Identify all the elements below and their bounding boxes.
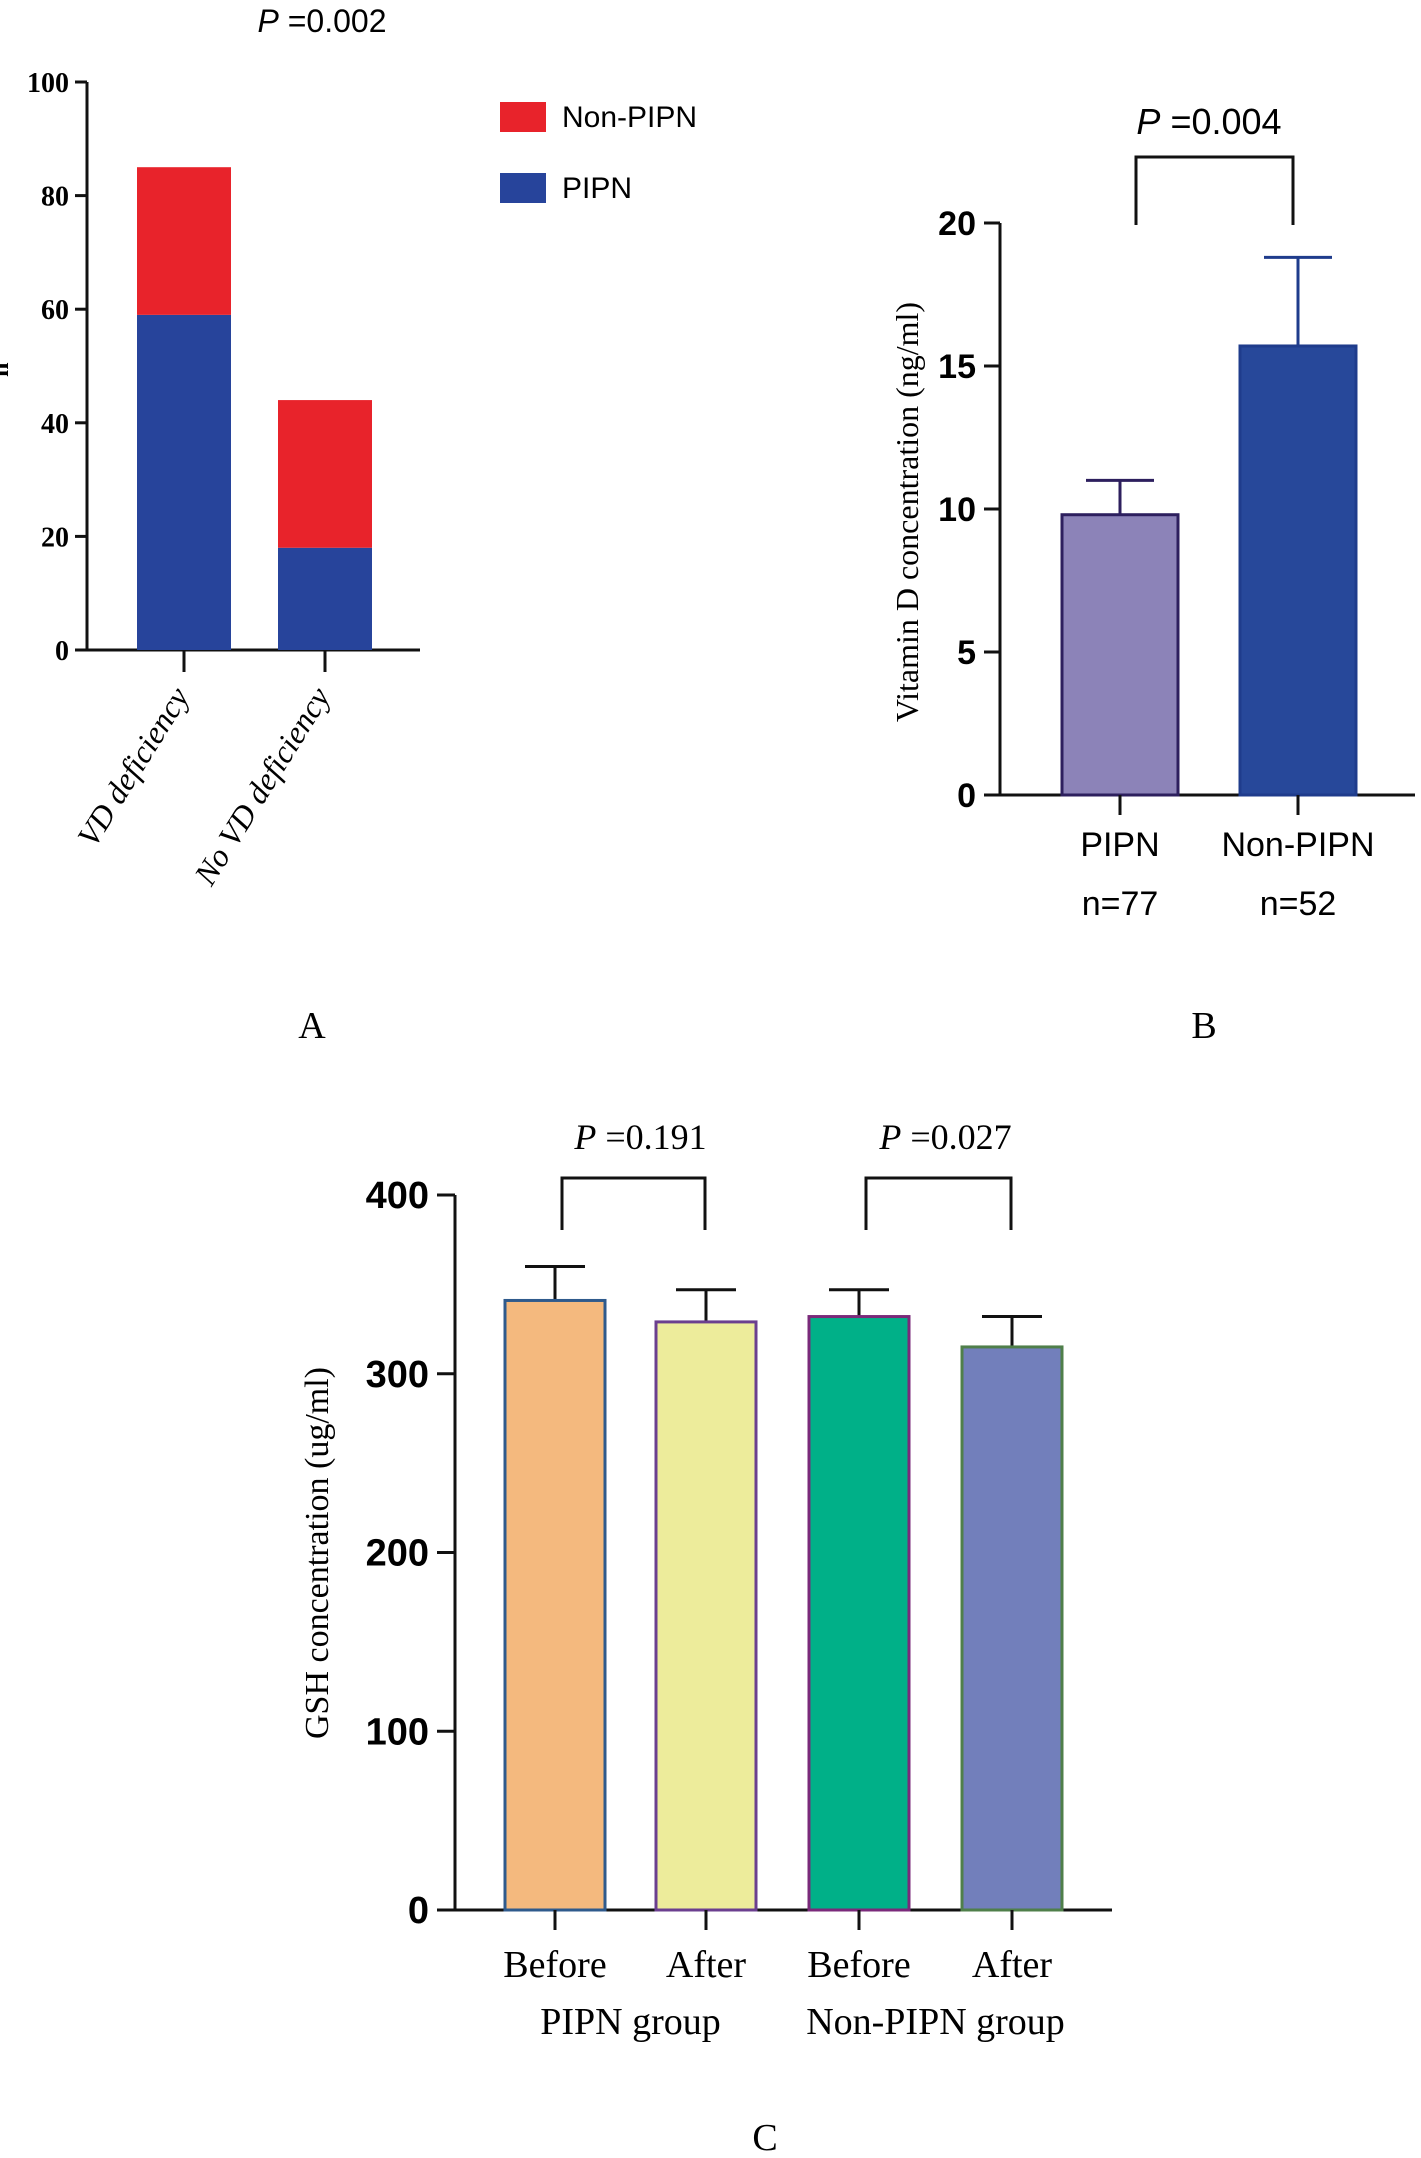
panel-a-y-tick-label: 40	[41, 409, 69, 440]
panel-a-legend-swatch	[500, 173, 546, 203]
panel-c-bar-after	[654, 1320, 758, 1912]
panel-c-bar-after	[960, 1345, 1064, 1912]
panel-c-y-tick-label: 200	[366, 1533, 429, 1575]
panel-c-group-label: PIPN group	[540, 2001, 721, 2043]
panel-a-x-tick-label: VD deficiency	[70, 680, 197, 853]
panel-c-significance-bracket	[560, 1176, 707, 1230]
panel-c-significance-label-p: P	[573, 1117, 596, 1157]
panel-c-significance-label-value: =0.191	[596, 1117, 706, 1157]
panel-a-y-tick-label: 60	[41, 295, 69, 326]
panel-b-significance-bracket	[1134, 155, 1295, 225]
panel-a-title: P =0.002	[258, 3, 387, 39]
panel-b-bar-pipn	[1060, 513, 1180, 797]
panel-a-legend-label: PIPN	[562, 172, 632, 205]
panel-label-a: A	[298, 1005, 326, 1047]
panel-c-x-tick-label: After	[972, 1944, 1053, 1986]
panel-a-y-tick-label: 0	[55, 636, 69, 667]
panel-c-x-tick-label: Before	[503, 1944, 606, 1986]
panel-a-y-tick-label: 100	[27, 68, 69, 99]
panel-a-bar-non-pipn	[137, 167, 231, 315]
panel-a-legend-swatch	[500, 102, 546, 132]
panel-b-x-tick-label: Non-PIPN	[1221, 826, 1374, 864]
panel-c-bar-before	[807, 1315, 911, 1912]
panel-b-y-tick-label: 0	[957, 777, 976, 815]
panel-b-significance-label: P =0.004	[1136, 101, 1281, 142]
panel-b-significance-label-p: P	[1136, 101, 1160, 142]
panel-c-group-label: Non-PIPN group	[806, 2001, 1065, 2043]
panel-c-y-tick-label: 400	[366, 1175, 429, 1217]
panel-c-significance-label-p: P	[878, 1117, 901, 1157]
panel-c-y-tick-label: 100	[366, 1711, 429, 1753]
panel-c-y-label: GSH concentration (ug/ml)	[299, 1367, 336, 1739]
panel-b-significance-label-value: =0.004	[1160, 101, 1281, 142]
panel-a-bar-non-pipn	[278, 400, 372, 548]
panel-a-y-label: n	[0, 362, 14, 377]
panel-c-y-tick-label: 300	[366, 1354, 429, 1396]
panel-label-b: B	[1191, 1005, 1216, 1047]
panel-b-y-tick-label: 15	[938, 348, 976, 386]
panel-c-y-tick-label: 0	[408, 1890, 429, 1932]
panel-a-bar-pipn	[278, 547, 372, 650]
panel-b-bar-non-pipn	[1238, 344, 1358, 797]
panel-b-x-sample-size: n=77	[1082, 885, 1159, 923]
panel-c-bar-before	[503, 1298, 607, 1912]
panel-b-y-tick-label: 20	[938, 205, 976, 243]
panel-b-x-sample-size: n=52	[1260, 885, 1337, 923]
panel-c-x-tick-label: Before	[807, 1944, 910, 1986]
panel-c-significance-label: P =0.027	[878, 1117, 1011, 1157]
panel-b-y-label: Vitamin D concentration (ng/ml)	[889, 302, 925, 722]
panel-b-x-tick-label: PIPN	[1080, 826, 1159, 864]
panel-a-x-tick-label: No VD deficiency	[186, 680, 337, 892]
panel-a-bar-pipn	[137, 314, 231, 650]
panel-c-x-tick-label: After	[666, 1944, 747, 1986]
panel-b-y-tick-label: 10	[938, 491, 976, 529]
panel-b-y-tick-label: 5	[957, 634, 976, 672]
panel-a-y-tick-label: 20	[41, 522, 69, 553]
panel-label-c: C	[752, 2117, 777, 2158]
panel-b-chart: 0 5 10 15 20 Vitamin D concentration (ng/ml) P…	[889, 101, 1415, 923]
panel-c-significance-label-value: =0.027	[901, 1117, 1011, 1157]
panel-c-significance-label: P =0.191	[573, 1117, 706, 1157]
panel-c-chart: 0 100 200 300 400 GSH concentration (ug/ml) Be…	[299, 1117, 1112, 2043]
panel-a-y-tick-label: 80	[41, 182, 69, 213]
panel-c-significance-bracket	[864, 1176, 1013, 1230]
panel-a-legend-label: Non-PIPN	[562, 101, 697, 134]
